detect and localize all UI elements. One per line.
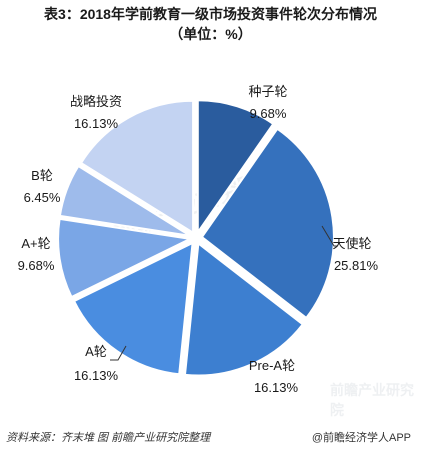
chart-title: 表3：2018年学前教育一级市场投资事件轮次分布情况 （单位：%） (0, 4, 421, 44)
slice-value-label: 25.81% (334, 258, 379, 273)
footer: 资料来源：齐末堆 图 前瞻产业研究院整理 @前瞻经济学人APP (0, 427, 421, 447)
pie-slice (57, 217, 194, 299)
pie-slice (79, 99, 195, 235)
slice-label: A+轮 (21, 236, 50, 251)
slice-value-label: 9.68% (18, 258, 55, 273)
pie-slice (72, 241, 194, 376)
pie-slice (200, 127, 335, 320)
slice-value-label: 6.45% (24, 190, 61, 205)
pie-slice (58, 164, 191, 237)
slice-value-label: 16.13% (74, 368, 119, 383)
slice-label: B轮 (31, 168, 53, 183)
slice-value-label: 9.68% (250, 106, 287, 121)
source-note: 资料来源：齐末堆 图 前瞻产业研究院整理 (6, 432, 211, 444)
leader-line (321, 225, 338, 247)
slice-label: Pre-A轮 (249, 358, 295, 373)
chart-title-unit: （单位：%） (169, 26, 252, 42)
slice-label: 种子轮 (248, 84, 287, 99)
brand-credit: @前瞻经济学人APP (311, 432, 411, 444)
slice-label: A轮 (85, 344, 107, 359)
slice-value-label: 16.13% (74, 116, 119, 131)
pie-slice (183, 241, 305, 377)
slice-value-label: 16.13% (254, 380, 299, 395)
leader-line (110, 345, 127, 361)
slice-label: 战略投资 (70, 94, 122, 109)
slice-label: 天使轮 (332, 236, 371, 251)
pie-slice (196, 99, 275, 236)
chart-title-line1: 表3：2018年学前教育一级市场投资事件轮次分布情况 (44, 6, 377, 22)
